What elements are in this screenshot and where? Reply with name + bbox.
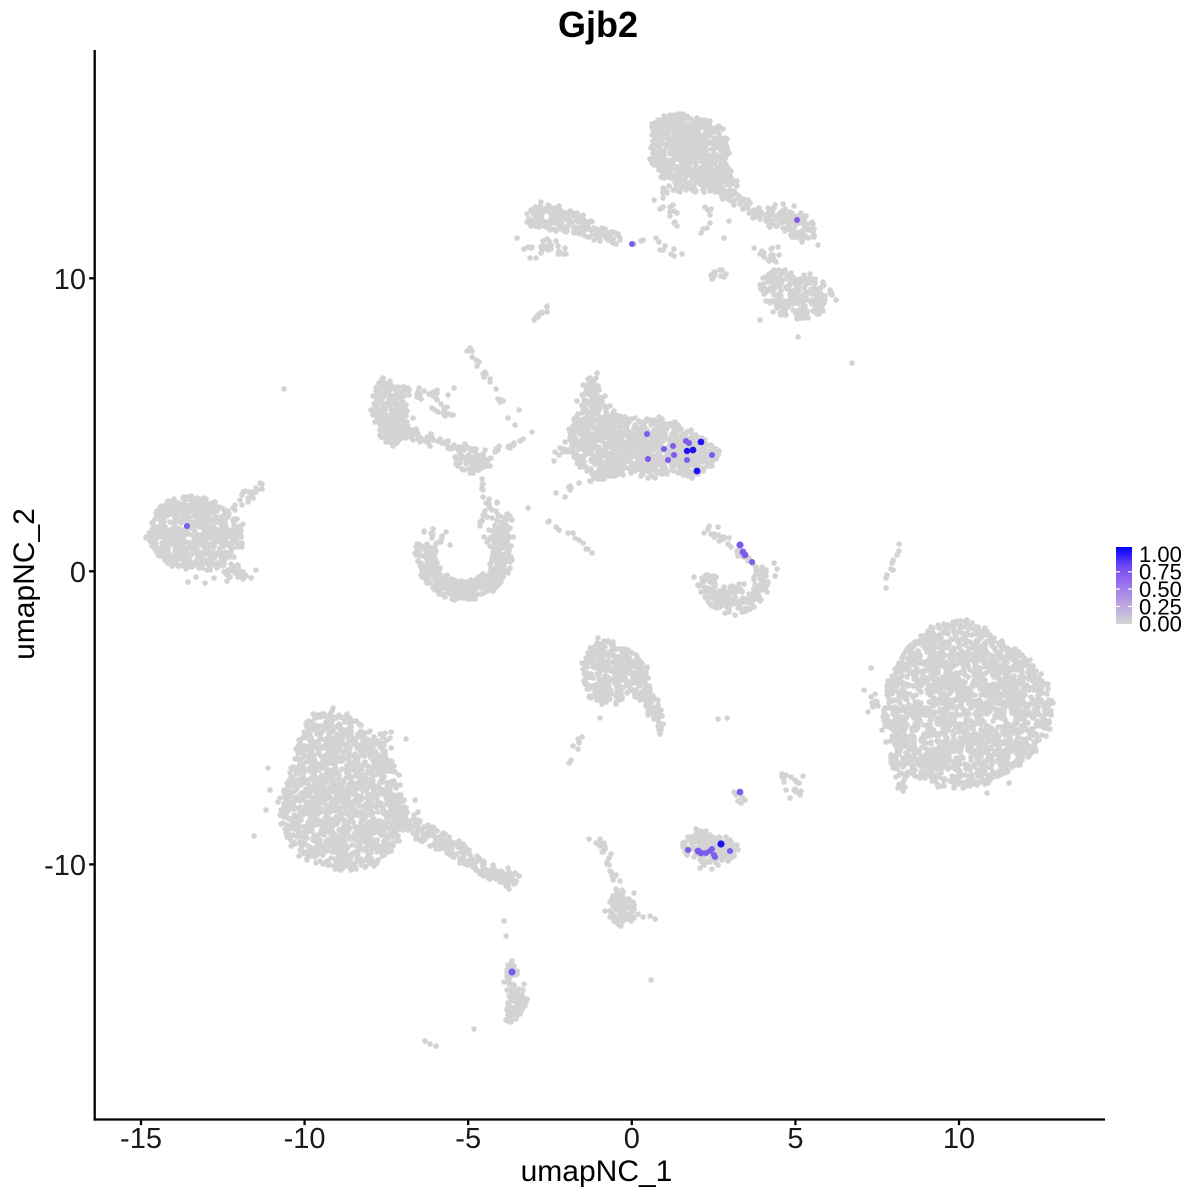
svg-text:Gjb2: Gjb2	[558, 4, 638, 45]
svg-text:0.00: 0.00	[1139, 612, 1182, 637]
svg-text:-10: -10	[284, 1123, 326, 1155]
svg-text:-5: -5	[455, 1123, 481, 1155]
svg-text:-10: -10	[44, 850, 86, 882]
svg-text:umapNC_1: umapNC_1	[521, 1155, 673, 1188]
svg-text:0.50: 0.50	[1139, 577, 1182, 602]
svg-text:0.25: 0.25	[1139, 594, 1182, 619]
svg-text:umapNC_2: umapNC_2	[8, 508, 41, 660]
svg-text:10: 10	[943, 1123, 975, 1155]
svg-text:-15: -15	[120, 1123, 162, 1155]
svg-text:0.75: 0.75	[1139, 560, 1182, 585]
svg-text:0: 0	[70, 557, 86, 589]
svg-text:5: 5	[787, 1123, 803, 1155]
svg-text:10: 10	[54, 264, 86, 296]
svg-text:1.00: 1.00	[1139, 542, 1182, 567]
svg-text:0: 0	[624, 1123, 640, 1155]
